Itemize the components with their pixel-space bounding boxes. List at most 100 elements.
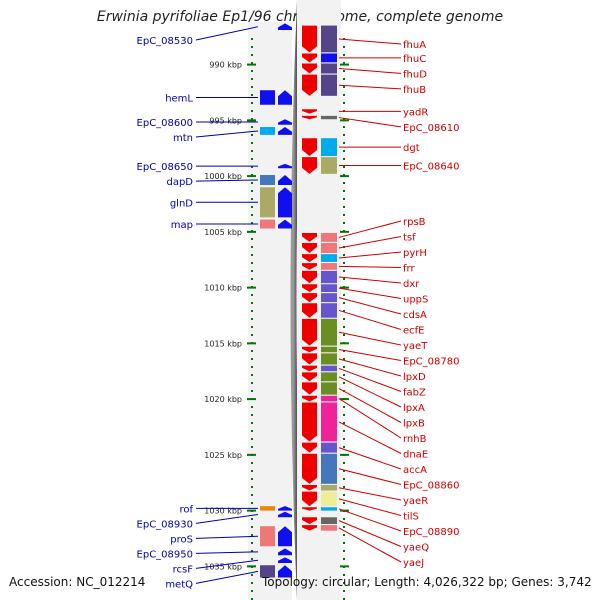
gene-arrow-tsf[interactable]	[302, 243, 317, 254]
gene-arrow-fhuD[interactable]	[302, 63, 317, 74]
gene-bar-fabZ[interactable]	[321, 365, 337, 372]
gene-label-EpC_08640[interactable]: EpC_08640	[403, 162, 459, 173]
gene-arrow-yaeR[interactable]	[302, 484, 317, 491]
gene-label-tilS[interactable]: tilS	[403, 512, 419, 523]
gene-label-EpC_08600[interactable]: EpC_08600	[137, 118, 193, 129]
gene-label-frr[interactable]: frr	[403, 264, 415, 275]
gene-arrow-dgt[interactable]	[302, 138, 317, 157]
gene-label-hemL[interactable]: hemL	[165, 93, 193, 104]
gene-bar-frr[interactable]	[321, 263, 337, 270]
gene-arrow-mtn[interactable]	[278, 127, 292, 135]
gene-bar-pyrH[interactable]	[321, 254, 337, 262]
gene-bar-uppS[interactable]	[321, 284, 337, 293]
gene-arrow-EpC_08930[interactable]	[278, 511, 292, 518]
gene-bar-metQ[interactable]	[260, 565, 275, 578]
gene-bar-EpC_08780[interactable]	[321, 346, 337, 353]
gene-bar-glnD[interactable]	[260, 187, 275, 218]
gene-label-EpC_08860[interactable]: EpC_08860	[403, 481, 459, 492]
gene-arrow-hemL[interactable]	[278, 90, 292, 105]
gene-label-dnaE[interactable]: dnaE	[403, 450, 428, 461]
gene-arrow-rpsB[interactable]	[302, 232, 317, 242]
gene-arrow-dapD[interactable]	[278, 174, 292, 186]
gene-arrow-fabZ[interactable]	[302, 365, 317, 372]
gene-label-dxr[interactable]: dxr	[403, 279, 420, 290]
gene-arrow-frr[interactable]	[302, 263, 317, 270]
gene-bar-fhuA[interactable]	[321, 25, 337, 53]
gene-bar-tsf[interactable]	[321, 243, 337, 254]
gene-bar-lpxB[interactable]	[321, 382, 337, 395]
gene-arrow-lpxB[interactable]	[302, 382, 317, 395]
gene-arrow-EpC_08600[interactable]	[278, 119, 292, 125]
gene-bar-dxr[interactable]	[321, 270, 337, 284]
gene-arrow-pyrH[interactable]	[302, 254, 317, 262]
gene-label-fhuB[interactable]: fhuB	[403, 85, 426, 96]
gene-arrow-dnaE[interactable]	[302, 402, 317, 442]
gene-label-map[interactable]: map	[171, 220, 193, 231]
gene-bar-dnaE[interactable]	[321, 402, 337, 442]
gene-bar-EpC_08610[interactable]	[321, 115, 337, 120]
gene-label-dapD[interactable]: dapD	[166, 177, 193, 188]
gene-label-yaeQ[interactable]: yaeQ	[403, 543, 429, 554]
gene-bar-yaeQ[interactable]	[321, 517, 337, 524]
gene-arrow-map[interactable]	[278, 219, 292, 229]
gene-arrow-accA[interactable]	[302, 442, 317, 453]
gene-arrow-rcsF[interactable]	[278, 557, 292, 564]
gene-label-accA[interactable]: accA	[403, 465, 427, 476]
gene-arrow-fhuB[interactable]	[302, 74, 317, 96]
gene-arrow-tilS[interactable]	[302, 491, 317, 507]
gene-bar-fhuB[interactable]	[321, 74, 337, 96]
gene-arrow-fhuA[interactable]	[302, 25, 317, 53]
gene-bar-map[interactable]	[260, 219, 275, 229]
gene-label-yadR[interactable]: yadR	[403, 107, 428, 118]
gene-label-yaeJ[interactable]: yaeJ	[403, 558, 424, 569]
gene-label-dgt[interactable]: dgt	[403, 143, 420, 154]
gene-label-rpsB[interactable]: rpsB	[403, 217, 426, 228]
gene-label-EpC_08780[interactable]: EpC_08780	[403, 357, 459, 368]
gene-label-metQ[interactable]: metQ	[165, 579, 193, 590]
gene-arrow-EpC_08950[interactable]	[278, 548, 292, 556]
gene-label-yaeR[interactable]: yaeR	[403, 496, 428, 507]
gene-arrow-lpxD[interactable]	[302, 353, 317, 365]
gene-label-rcsF[interactable]: rcsF	[173, 564, 194, 575]
gene-bar-accA[interactable]	[321, 442, 337, 453]
gene-arrow-proS[interactable]	[278, 526, 292, 547]
gene-bar-EpC_08640[interactable]	[321, 157, 337, 174]
gene-arrow-cdsA[interactable]	[302, 293, 317, 303]
gene-arrow-EpC_08640[interactable]	[302, 157, 317, 174]
gene-bar-lpxA[interactable]	[321, 372, 337, 382]
gene-bar-lpxD[interactable]	[321, 353, 337, 365]
gene-arrow-EpC_08860[interactable]	[302, 453, 317, 484]
gene-label-tsf[interactable]: tsf	[403, 233, 416, 244]
gene-bar-dgt[interactable]	[321, 138, 337, 157]
gene-bar-tilS[interactable]	[321, 491, 337, 507]
gene-arrow-EpC_08780[interactable]	[302, 346, 317, 353]
gene-bar-fhuD[interactable]	[321, 63, 337, 74]
gene-arrow-metQ[interactable]	[278, 565, 292, 578]
gene-arrow-rof[interactable]	[278, 506, 292, 511]
gene-arrow-fhuC[interactable]	[302, 53, 317, 63]
gene-arrow-rnhB[interactable]	[302, 395, 317, 402]
gene-label-EpC_08950[interactable]: EpC_08950	[137, 549, 193, 560]
gene-label-EpC_08650[interactable]: EpC_08650	[137, 162, 193, 173]
gene-label-uppS[interactable]: uppS	[403, 295, 428, 306]
gene-arrow-dxr[interactable]	[302, 270, 317, 284]
gene-bar-hemL[interactable]	[260, 90, 275, 105]
gene-bar-yaeR[interactable]	[321, 484, 337, 491]
gene-label-mtn[interactable]: mtn	[173, 133, 193, 144]
gene-arrow-lpxA[interactable]	[302, 372, 317, 382]
gene-bar-yaeJ[interactable]	[321, 525, 337, 531]
gene-arrow-yaeT[interactable]	[302, 318, 317, 346]
gene-label-fhuC[interactable]: fhuC	[403, 54, 426, 65]
gene-label-EpC_08610[interactable]: EpC_08610	[403, 123, 459, 134]
gene-arrow-ecfE[interactable]	[302, 303, 317, 318]
gene-bar-EpC_08860[interactable]	[321, 453, 337, 484]
gene-arrow-EpC_08890[interactable]	[302, 507, 317, 511]
gene-bar-rnhB[interactable]	[321, 395, 337, 402]
gene-label-pyrH[interactable]: pyrH	[403, 248, 427, 259]
gene-arrow-glnD[interactable]	[278, 187, 292, 218]
gene-bar-EpC_08890[interactable]	[321, 507, 337, 511]
gene-label-proS[interactable]: proS	[170, 534, 193, 545]
gene-label-rnhB[interactable]: rnhB	[403, 434, 427, 445]
gene-arrow-yaeJ[interactable]	[302, 525, 317, 531]
gene-label-yaeT[interactable]: yaeT	[403, 341, 428, 352]
